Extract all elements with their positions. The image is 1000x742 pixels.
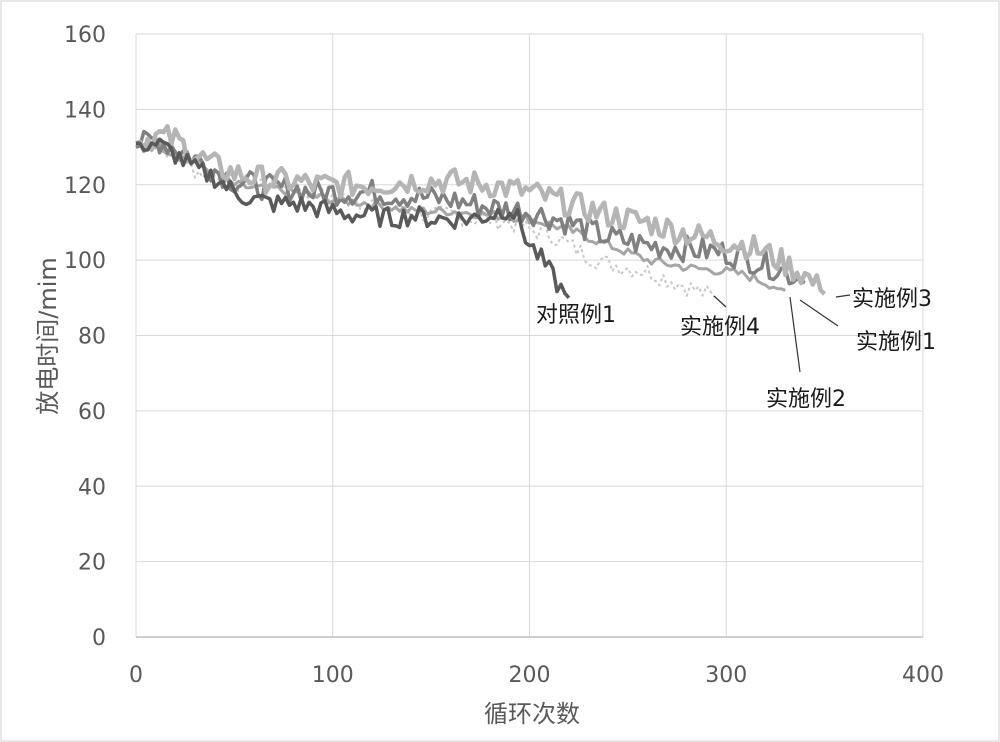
annotation-ex4: 实施例4 — [680, 315, 760, 340]
x-tick-label: 200 — [509, 663, 551, 688]
y-axis-title: 放电时间/mim — [34, 257, 62, 415]
y-tick-label: 120 — [64, 174, 106, 199]
y-tick-label: 80 — [78, 325, 106, 350]
annotation-ex1: 实施例1 — [856, 330, 936, 355]
x-tick-label: 400 — [902, 663, 944, 688]
x-tick-label: 100 — [312, 663, 354, 688]
y-tick-label: 60 — [78, 400, 106, 425]
y-tick-label: 20 — [78, 551, 106, 576]
x-axis-title: 循环次数 — [484, 700, 580, 728]
annotation-ex3: 实施例3 — [852, 287, 932, 312]
x-tick-label: 300 — [705, 663, 747, 688]
y-tick-label: 40 — [78, 475, 106, 500]
annotation-ctrl1: 对照例1 — [536, 303, 616, 328]
annotation-ex2: 实施例2 — [766, 387, 846, 412]
y-tick-label: 0 — [92, 626, 106, 651]
x-tick-label: 0 — [129, 663, 143, 688]
y-tick-label: 100 — [64, 249, 106, 274]
y-tick-label: 160 — [64, 23, 106, 48]
y-tick-label: 140 — [64, 98, 106, 123]
